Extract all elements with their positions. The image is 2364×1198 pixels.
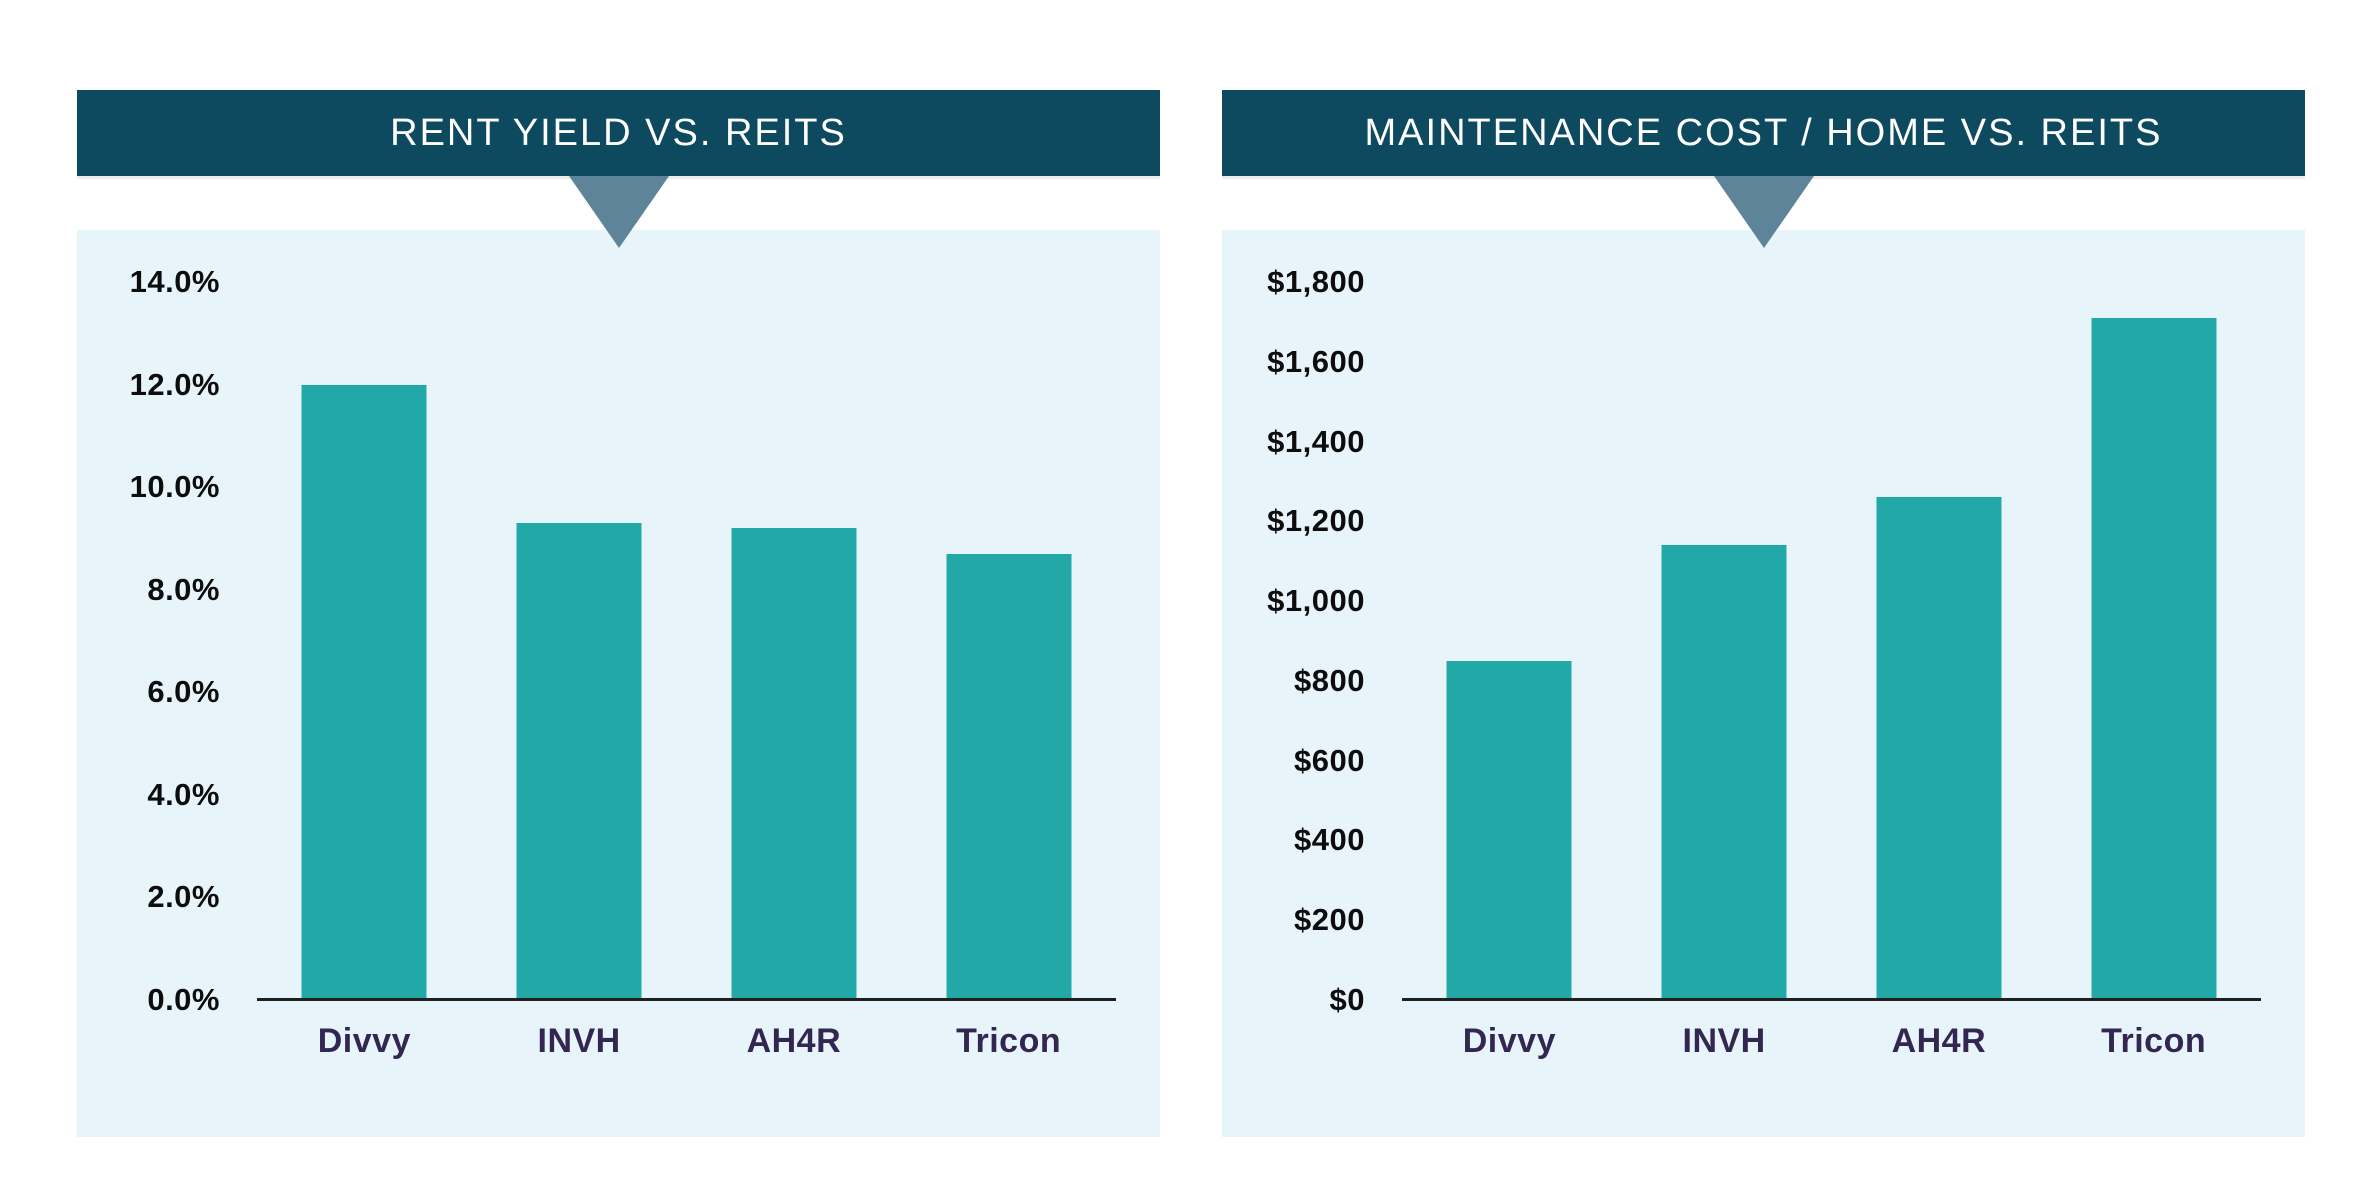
y-axis-tick-label: $400	[1294, 822, 1365, 858]
pointer-triangle-icon	[568, 176, 669, 248]
y-axis: 14.0% 12.0% 10.0% 8.0% 6.0% 4.0% 2.0% 0.0%	[77, 230, 230, 1137]
bar-tricon	[2091, 317, 2217, 1000]
bar-cell	[1832, 230, 2047, 1000]
plot-region: Divvy INVH AH4R Tricon	[1402, 230, 2261, 1137]
y-axis-tick-label: 0.0%	[147, 982, 220, 1017]
category-label: Divvy	[1462, 1022, 1556, 1060]
bar-divvy	[301, 384, 427, 1000]
bar-cell	[2046, 230, 2261, 1000]
bar-divvy	[1446, 660, 1572, 1000]
chart-title: RENT YIELD VS. REITS	[390, 111, 847, 154]
bar-ah4r	[731, 528, 857, 1000]
y-axis-tick-label: $1,600	[1267, 343, 1365, 379]
y-axis-tick-label: 2.0%	[147, 879, 220, 915]
maintenance-cost-chart-panel: MAINTENANCE COST / HOME VS. REITS $1,800…	[1222, 90, 2305, 1137]
y-axis-tick-label: 8.0%	[147, 571, 220, 607]
y-axis-tick-label: 14.0%	[129, 264, 220, 299]
x-axis-labels: Divvy INVH AH4R Tricon	[1402, 1022, 2261, 1061]
y-axis-tick-label: $200	[1294, 902, 1365, 938]
y-axis-tick-label: $800	[1294, 662, 1365, 698]
chart-title-bar: MAINTENANCE COST / HOME VS. REITS	[1222, 90, 2305, 176]
y-axis: $1,800 $1,600 $1,400 $1,200 $1,000 $800 $600 $4…	[1222, 230, 1375, 1137]
category-label: Divvy	[317, 1022, 411, 1060]
y-axis-tick-label: 4.0%	[147, 776, 220, 812]
category-label: Tricon	[956, 1022, 1062, 1060]
bar-tricon	[946, 553, 1072, 1000]
rent-yield-chart-panel: RENT YIELD VS. REITS 14.0% 12.0% 10.0% 8.0%…	[77, 90, 1160, 1137]
bar-ah4r	[1876, 497, 2002, 1000]
chart-plot-area: $1,800 $1,600 $1,400 $1,200 $1,000 $800 $600 $4…	[1222, 230, 2305, 1137]
bar-cell	[901, 230, 1116, 1000]
bar-cell	[257, 230, 472, 1000]
y-axis-tick-label: 10.0%	[129, 469, 220, 505]
chart-title: MAINTENANCE COST / HOME VS. REITS	[1364, 111, 2163, 154]
x-axis-labels: Divvy INVH AH4R Tricon	[257, 1022, 1116, 1061]
bar-invh	[516, 523, 642, 1000]
y-axis-tick-label: $1,200	[1267, 503, 1365, 539]
category-label: INVH	[1682, 1022, 1766, 1060]
y-axis-tick-label: $1,800	[1267, 264, 1365, 299]
plot-region: Divvy INVH AH4R Tricon	[257, 230, 1116, 1137]
category-label: INVH	[537, 1022, 621, 1060]
y-axis-tick-label: $0	[1329, 982, 1365, 1017]
y-axis-tick-label: $600	[1294, 742, 1365, 778]
category-label: AH4R	[1891, 1022, 1987, 1060]
bars-container	[1402, 230, 2261, 1000]
y-axis-tick-label: 6.0%	[147, 674, 220, 710]
bar-cell	[687, 230, 902, 1000]
category-label: AH4R	[746, 1022, 842, 1060]
bar-cell	[1402, 230, 1617, 1000]
chart-plot-area: 14.0% 12.0% 10.0% 8.0% 6.0% 4.0% 2.0% 0.0% Divv…	[77, 230, 1160, 1137]
bar-cell	[472, 230, 687, 1000]
y-axis-tick-label: $1,400	[1267, 423, 1365, 459]
pointer-triangle-icon	[1713, 176, 1814, 248]
bar-invh	[1661, 545, 1787, 1000]
x-axis-line	[1402, 998, 2261, 1001]
chart-title-bar: RENT YIELD VS. REITS	[77, 90, 1160, 176]
category-label: Tricon	[2101, 1022, 2207, 1060]
bar-cell	[1617, 230, 1832, 1000]
bars-container	[257, 230, 1116, 1000]
y-axis-tick-label: 12.0%	[129, 366, 220, 402]
y-axis-tick-label: $1,000	[1267, 583, 1365, 619]
x-axis-line	[257, 998, 1116, 1001]
